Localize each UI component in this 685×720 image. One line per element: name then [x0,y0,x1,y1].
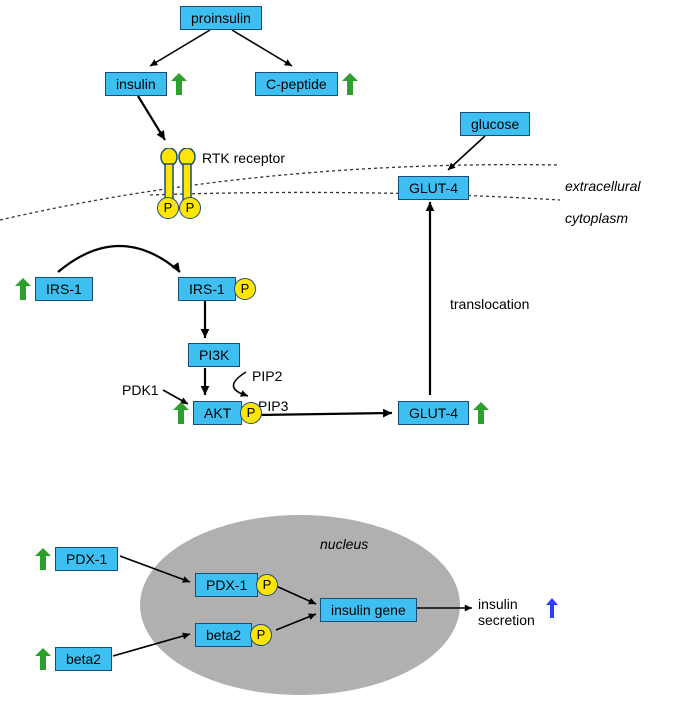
label-nucleus: nucleus [320,536,368,552]
up-glut4_cyt [473,402,489,422]
up-insulin [171,73,187,93]
node-beta2_out: beta2 [55,647,112,671]
node-pi3k: PI3K [188,343,240,367]
label-extracellular: extracellural [565,178,640,194]
receptor-phos-0: P [157,197,179,219]
label-translocation: translocation [450,296,529,312]
label-pip2: PIP2 [252,368,282,384]
label-pdk1: PDK1 [122,382,159,398]
node-irs1_right: IRS-1 [178,277,236,301]
node-irs1_left: IRS-1 [35,277,93,301]
node-pdx1_out: PDX-1 [55,547,118,571]
phos-pdx1_in: P [256,574,278,596]
phos-irs1_right: P [234,278,256,300]
phos-akt: P [240,402,262,424]
node-glut4_mem: GLUT-4 [398,176,469,200]
up-pdx1_out [35,548,51,568]
up-irs1_left [15,278,31,298]
node-insulin: insulin [105,72,167,96]
phos-beta2_in: P [250,624,272,646]
node-beta2_in: beta2 [195,623,252,647]
label-pip3: PIP3 [258,398,288,414]
up-beta2_out [35,648,51,668]
node-cpeptide: C-peptide [255,72,338,96]
up-insulin-secretion [546,598,558,623]
label-rtk: RTK receptor [202,150,285,166]
node-akt: AKT [193,401,242,425]
receptor-phos-1: P [179,197,201,219]
label-ins_secr1: insulin [478,596,518,612]
up-akt [173,402,189,422]
pathway-canvas: proinsulin insulin C-peptide glucose GLUT-4 I… [0,0,685,720]
node-glucose: glucose [460,112,530,136]
label-ins_secr2: secretion [478,612,535,628]
node-insulin_gene: insulin gene [320,598,417,622]
node-proinsulin: proinsulin [180,6,262,30]
node-glut4_cyt: GLUT-4 [398,401,469,425]
node-pdx1_in: PDX-1 [195,573,258,597]
label-cytoplasm: cytoplasm [565,210,628,226]
up-cpeptide [342,73,358,93]
